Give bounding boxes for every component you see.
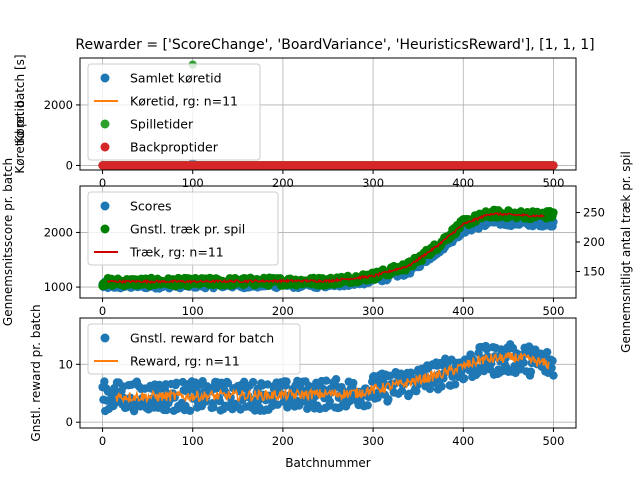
data-point	[482, 345, 491, 354]
axes-frame	[79, 57, 577, 171]
data-point	[263, 380, 272, 389]
legend: Gnstl. reward for batch Reward, rg: n=11	[87, 323, 301, 375]
data-point	[542, 347, 552, 357]
y-axis-label: Gennemsnitsscore pr. batch	[1, 158, 15, 326]
data-point	[100, 377, 109, 386]
legend-marker	[100, 142, 110, 152]
x-tick-label: 100	[182, 434, 204, 448]
data-point	[325, 397, 335, 406]
y2-tick-label: 250	[583, 206, 605, 220]
legend-marker	[100, 119, 110, 129]
x-tick-label: 400	[452, 434, 474, 448]
data-point	[549, 161, 558, 170]
x-tick-label: 0	[99, 304, 106, 318]
subplot-reward: 0 100 200 300 400 500 0 10 Gnstl. reward pr. bat…	[29, 304, 577, 448]
plot-area	[98, 205, 558, 293]
plot-area	[98, 60, 558, 170]
y-axis-label-overlap: Køretid	[13, 101, 27, 144]
data-point	[282, 377, 291, 386]
legend-label: Backproptider	[130, 140, 219, 155]
legend: Scores Gnstl. træk pr. spil Træk, rg: n=11	[87, 191, 279, 266]
legend-label: Træk, rg: n=11	[129, 245, 224, 260]
data-point	[450, 380, 460, 389]
series-line	[107, 211, 545, 285]
legend-label: Scores	[130, 199, 172, 214]
data-point	[549, 208, 558, 217]
x-axis-label: Batchnummer	[285, 456, 370, 470]
data-point	[384, 395, 393, 404]
data-point	[129, 406, 139, 416]
legend-marker	[100, 333, 110, 343]
data-point	[526, 367, 536, 376]
legend-marker	[100, 73, 110, 83]
data-point	[349, 378, 358, 388]
x-tick-label: 0	[99, 434, 106, 448]
data-point	[548, 356, 557, 365]
series-line	[115, 351, 550, 404]
x-tick-label: 0	[99, 176, 106, 190]
x-tick-label: 200	[272, 434, 294, 448]
legend-label: Gnstl. træk pr. spil	[130, 222, 245, 237]
figure-title: Rewarder = ['ScoreChange', 'BoardVarianc…	[75, 37, 594, 53]
data-point	[172, 378, 181, 387]
data-point	[547, 363, 556, 373]
y-tick-label: 10	[58, 357, 73, 371]
x-tick-label: 100	[182, 304, 204, 318]
data-point	[185, 406, 195, 416]
subplot-scores: 0 100 200 300 400 500 1000 2000 150 200 250 Gennems…	[1, 151, 633, 353]
data-point	[363, 401, 372, 410]
data-point	[223, 378, 233, 388]
y2-axis-label: Gennemsnitligt antal træk pr. spil	[619, 151, 633, 353]
data-point	[437, 382, 446, 391]
y-axis-label: Gnstl. reward pr. batch	[29, 304, 43, 441]
x-tick-label: 500	[542, 434, 564, 448]
legend-marker	[100, 201, 110, 211]
data-point	[248, 377, 258, 387]
x-tick-label: 400	[452, 304, 474, 318]
x-tick-label: 300	[362, 434, 384, 448]
data-point	[321, 376, 331, 385]
legend-label: Køretid, rg: n=11	[130, 94, 238, 109]
data-point	[519, 358, 528, 367]
plot-area	[98, 340, 558, 416]
data-point	[162, 405, 171, 415]
data-point	[273, 400, 282, 409]
series-2	[107, 211, 545, 285]
data-point	[211, 384, 221, 393]
legend-box	[87, 323, 301, 375]
legend-label: Reward, rg: n=11	[130, 354, 240, 369]
legend-box	[87, 191, 279, 266]
x-tick-label: 500	[542, 304, 564, 318]
y-tick-label: 2000	[44, 225, 73, 239]
legend-box	[87, 63, 261, 161]
x-tick-label: 300	[362, 304, 384, 318]
y-tick-label: 0	[66, 415, 73, 429]
legend-label: Samlet køretid	[130, 71, 222, 86]
y-axis-label: Køretid pr. batch [s]	[13, 54, 27, 173]
data-point	[549, 371, 558, 380]
legend-marker	[100, 224, 110, 234]
data-point	[209, 403, 218, 412]
x-tick-label: 200	[272, 304, 294, 318]
y-tick-label: 0	[66, 158, 73, 172]
y-tick-label: 1000	[44, 280, 73, 294]
legend: Samlet køretid Køretid, rg: n=11 Spilletid…	[87, 63, 261, 161]
series-3	[98, 161, 558, 170]
data-point	[331, 375, 341, 384]
y2-tick-label: 200	[583, 235, 605, 249]
data-point	[459, 374, 469, 383]
data-point	[406, 368, 416, 377]
y2-tick-label: 150	[583, 264, 605, 278]
legend-label: Spilletider	[130, 117, 194, 132]
legend-label: Gnstl. reward for batch	[130, 331, 274, 346]
axes-frame	[79, 317, 577, 429]
y-tick-label: 2000	[44, 98, 73, 112]
series-1	[115, 351, 550, 404]
